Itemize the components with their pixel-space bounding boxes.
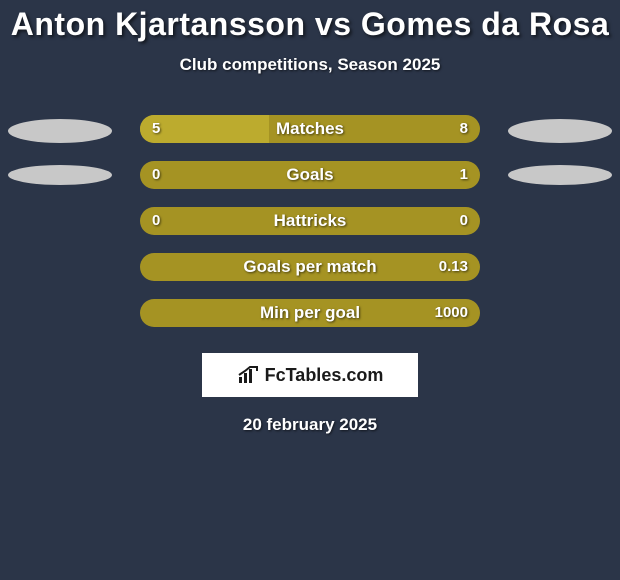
stat-value-left: 0 (152, 161, 160, 189)
stat-row: 0.13Goals per match (0, 253, 620, 299)
page-title: Anton Kjartansson vs Gomes da Rosa (0, 0, 620, 43)
stat-label: Min per goal (140, 299, 480, 327)
stat-bar-fill (140, 115, 269, 143)
stat-label: Goals per match (140, 253, 480, 281)
stat-value-right: 0.13 (439, 253, 468, 281)
stat-value-right: 1 (460, 161, 468, 189)
stat-row: 1000Min per goal (0, 299, 620, 345)
stat-label: Hattricks (140, 207, 480, 235)
stat-value-right: 1000 (435, 299, 468, 327)
player-marker-right (508, 119, 612, 143)
stat-row: 0 1Goals (0, 161, 620, 207)
comparison-chart: 58Matches01Goals00Hattricks0.13Goals per… (0, 115, 620, 345)
chart-icon (237, 365, 259, 385)
logo-badge: FcTables.com (202, 353, 418, 397)
logo-text: FcTables.com (265, 365, 384, 386)
stat-label: Goals (140, 161, 480, 189)
stat-bar: 0 0Hattricks (140, 207, 480, 235)
subtitle: Club competitions, Season 2025 (0, 55, 620, 75)
player-marker-right (508, 165, 612, 185)
stat-value-right: 0 (460, 207, 468, 235)
stat-row: 0 0Hattricks (0, 207, 620, 253)
stat-row: 58Matches (0, 115, 620, 161)
stat-bar: 0 1Goals (140, 161, 480, 189)
date-text: 20 february 2025 (0, 415, 620, 435)
stat-bar: 1000Min per goal (140, 299, 480, 327)
player-marker-left (8, 165, 112, 185)
stat-bar: 58Matches (140, 115, 480, 143)
stat-bar: 0.13Goals per match (140, 253, 480, 281)
player-marker-left (8, 119, 112, 143)
stat-value-left: 0 (152, 207, 160, 235)
stat-value-right: 8 (460, 115, 468, 143)
